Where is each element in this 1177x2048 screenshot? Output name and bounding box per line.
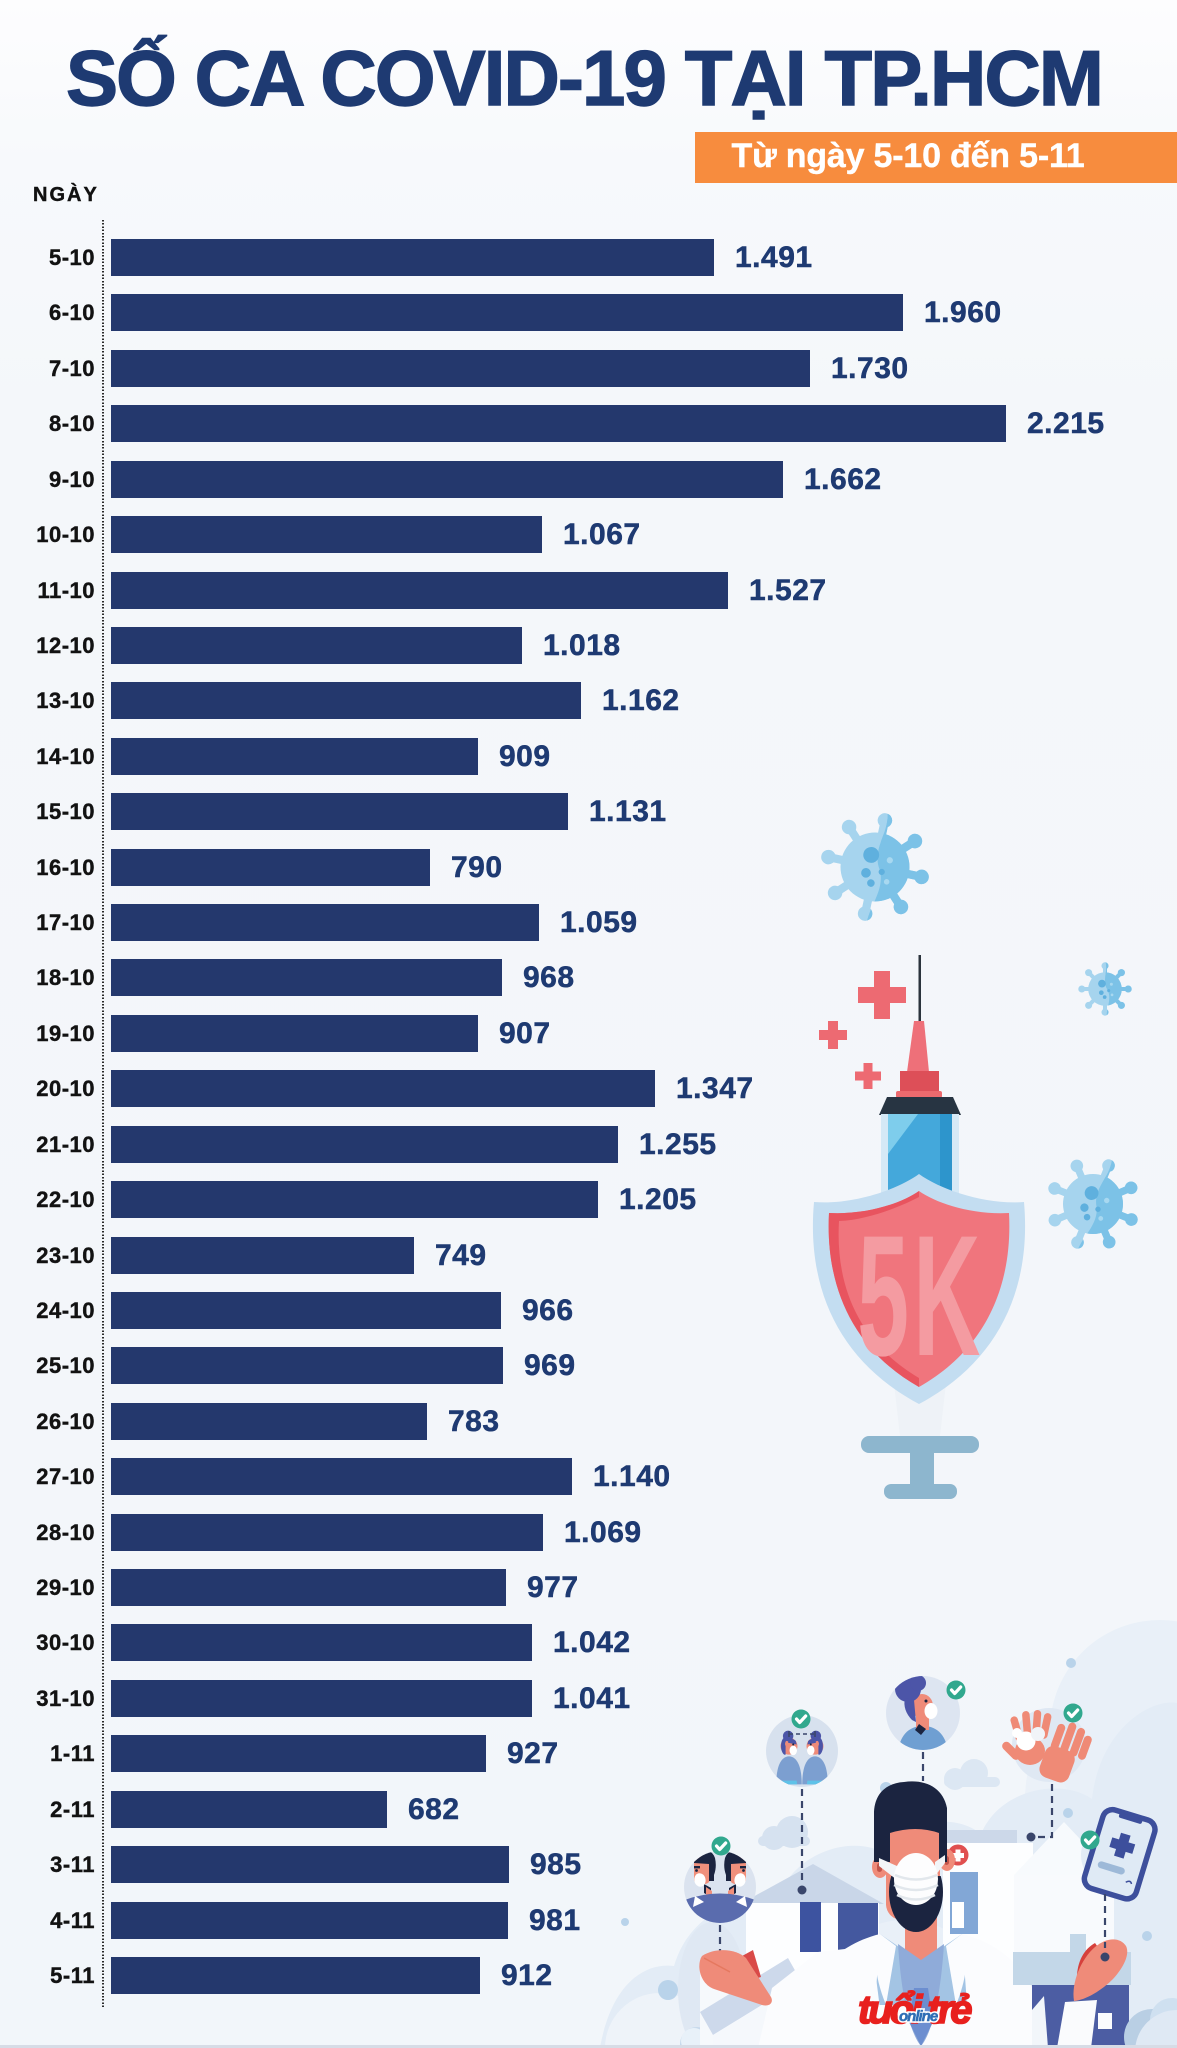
svg-text:online: online	[899, 2008, 938, 2025]
svg-text:online: online	[899, 2008, 938, 2025]
svg-text:tuổi trẻ: tuổi trẻ	[858, 1988, 972, 2032]
svg-text:5K: 5K	[857, 1201, 984, 1393]
